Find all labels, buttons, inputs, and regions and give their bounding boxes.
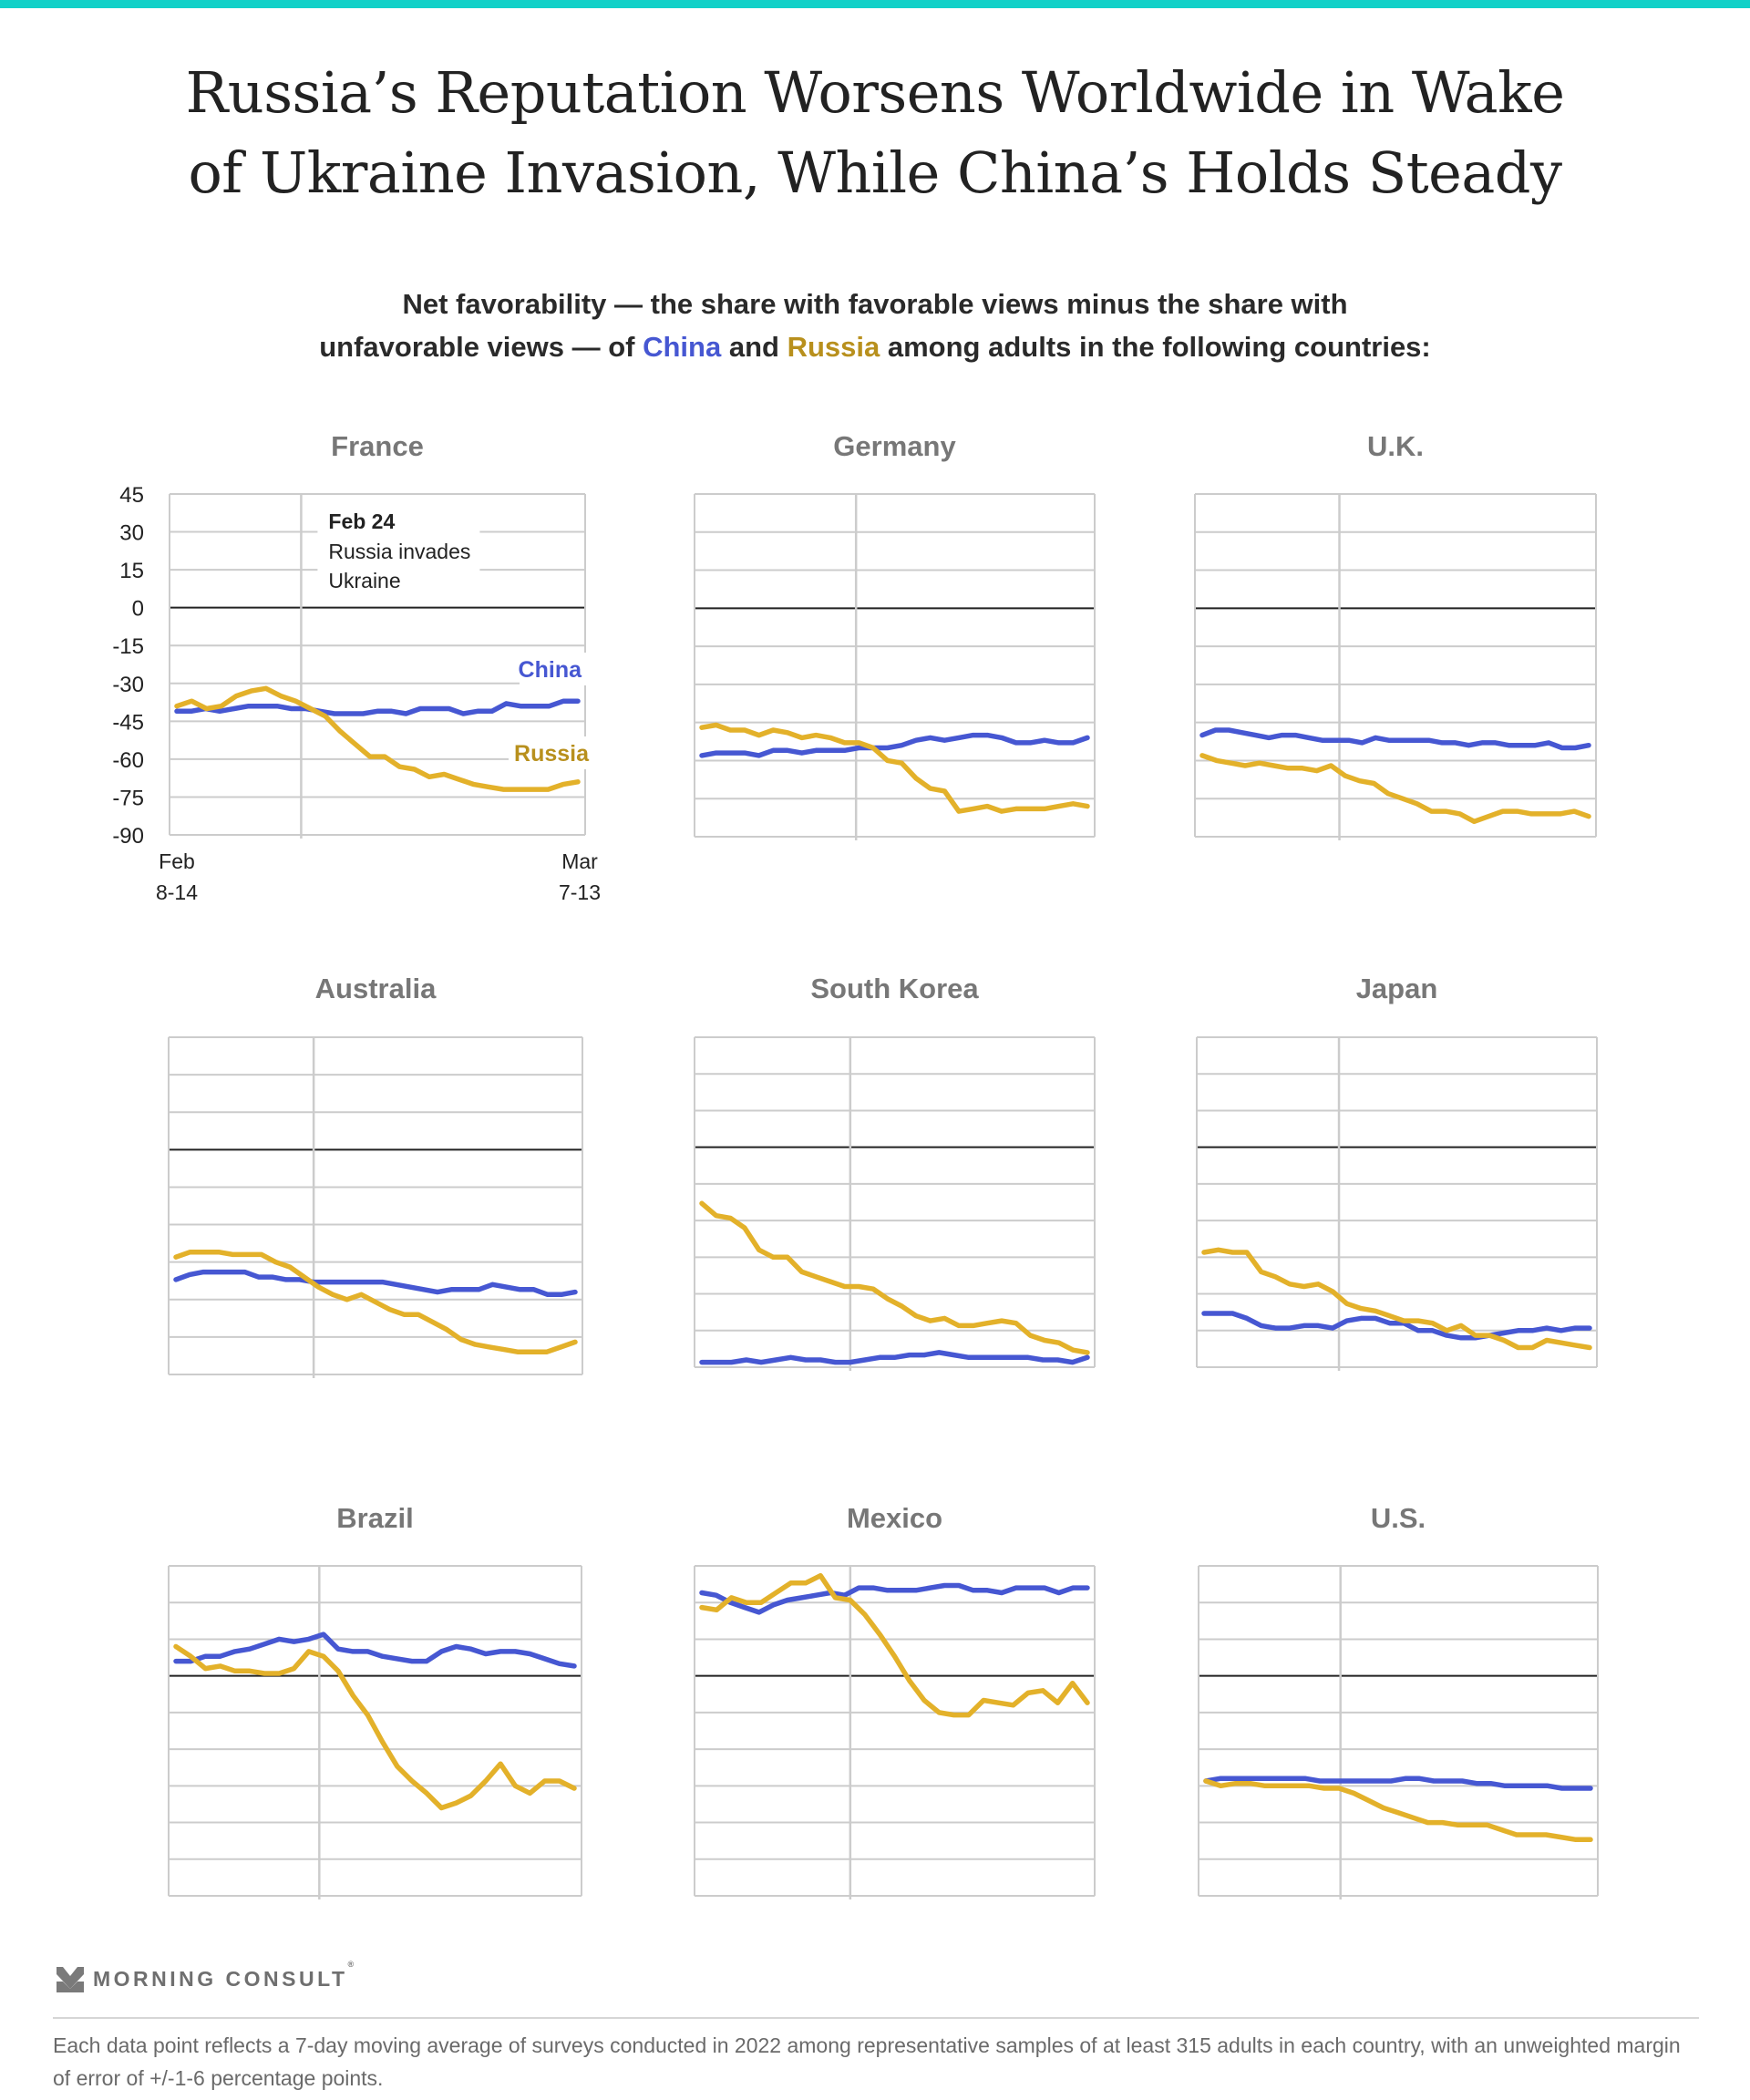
chart-title: Brazil (336, 1502, 413, 1534)
chart-title: France (331, 430, 424, 462)
russia-series-line (699, 1572, 1090, 1718)
y-tick-label: -75 (112, 786, 144, 810)
chart-panel-south-korea: South Korea (694, 973, 1096, 1371)
russia-series-line (173, 1249, 578, 1355)
russia-series-line (173, 1643, 577, 1811)
chart-panel-germany: Germany (694, 430, 1096, 840)
russia-label-background (509, 736, 596, 769)
chart-panel-u-k: U.K. (1194, 430, 1597, 840)
china-series-line (1201, 1311, 1592, 1341)
china-series-line (699, 1350, 1090, 1365)
chart-panel-u-s: U.S. (1198, 1502, 1599, 1899)
y-tick-label: -15 (112, 634, 144, 659)
subtitle-post: among adults in the following countries: (880, 331, 1431, 363)
russia-series-line (699, 1200, 1090, 1355)
brand-name: MORNING CONSULT® (93, 1959, 357, 1991)
accent-bar (0, 0, 1750, 8)
chart-title: U.K. (1367, 430, 1424, 462)
china-series-line (173, 1632, 577, 1669)
page-title: Russia’s Reputation Worsens Worldwide in… (0, 53, 1750, 213)
x-tick-label: Feb (159, 849, 195, 873)
russia-series-line (174, 685, 581, 792)
y-tick-label: 30 (119, 521, 144, 546)
y-tick-label: 45 (119, 483, 144, 508)
y-tick-label: 0 (132, 597, 144, 622)
morning-consult-logo: MORNING CONSULT® (57, 1959, 357, 1993)
subtitle-line-1: Net favorability — the share with favora… (402, 288, 1348, 320)
chart-panel-australia: Australia (168, 973, 583, 1378)
y-tick-label: -60 (112, 748, 144, 773)
china-series-line (699, 732, 1090, 758)
subtitle-china-label: China (643, 331, 722, 363)
china-series-line (699, 1582, 1090, 1615)
chart-title: Australia (315, 973, 437, 1004)
x-tick-label: Mar (561, 849, 598, 873)
x-tick-label: 8-14 (156, 880, 198, 904)
subtitle-line-2: unfavorable views — of China and Russia … (0, 325, 1750, 368)
china-series-line (1199, 727, 1591, 751)
chart-title: Japan (1356, 973, 1438, 1004)
footnote: Each data point reflects a 7-day moving … (53, 2033, 1681, 2090)
title-line-1: Russia’s Reputation Worsens Worldwide in… (185, 59, 1565, 126)
subtitle-pre: unfavorable views — of (319, 331, 643, 363)
y-tick-label: -45 (112, 710, 144, 735)
footer-divider (53, 2017, 1699, 2019)
china-series-line (1203, 1776, 1593, 1791)
annotation-text-line1: Russia invades (328, 540, 470, 563)
chart-title: Mexico (847, 1502, 942, 1534)
x-tick-label: 7-13 (559, 880, 601, 904)
title-line-2: of Ukraine Invasion, While China’s Holds… (188, 139, 1562, 206)
russia-series-line (1203, 1778, 1593, 1843)
china-series-line (173, 1269, 578, 1298)
chart-title: South Korea (810, 973, 979, 1004)
chart-panel-japan: Japan (1196, 973, 1598, 1371)
chart-panel-france: France Feb 24 Russia invades Ukraine 45 30 15 0… (112, 430, 601, 904)
chart-subtitle: Net favorability — the share with favora… (0, 283, 1750, 368)
y-tick-label: 15 (119, 559, 144, 583)
morning-consult-logo-icon (57, 1967, 84, 1992)
russia-series-line (1199, 753, 1591, 825)
russia-series-line (1201, 1247, 1592, 1351)
chart-title: Germany (833, 430, 956, 462)
annotation-background (317, 503, 480, 603)
china-series-line (174, 698, 581, 716)
y-tick-label: -90 (112, 824, 144, 849)
annotation-text-line2: Ukraine (328, 569, 400, 592)
china-label-background (520, 653, 587, 685)
chart-panel-brazil: Brazil (168, 1502, 582, 1899)
subtitle-and: and (721, 331, 788, 363)
subtitle-russia-label: Russia (787, 331, 880, 363)
y-tick-label: -30 (112, 673, 144, 697)
chart-panel-mexico: Mexico (694, 1502, 1096, 1899)
annotation-date: Feb 24 (328, 510, 395, 533)
chart-title: U.S. (1371, 1502, 1426, 1534)
russia-series-label: Russia (514, 741, 590, 767)
russia-series-line (699, 722, 1090, 814)
china-series-label: China (519, 657, 583, 683)
